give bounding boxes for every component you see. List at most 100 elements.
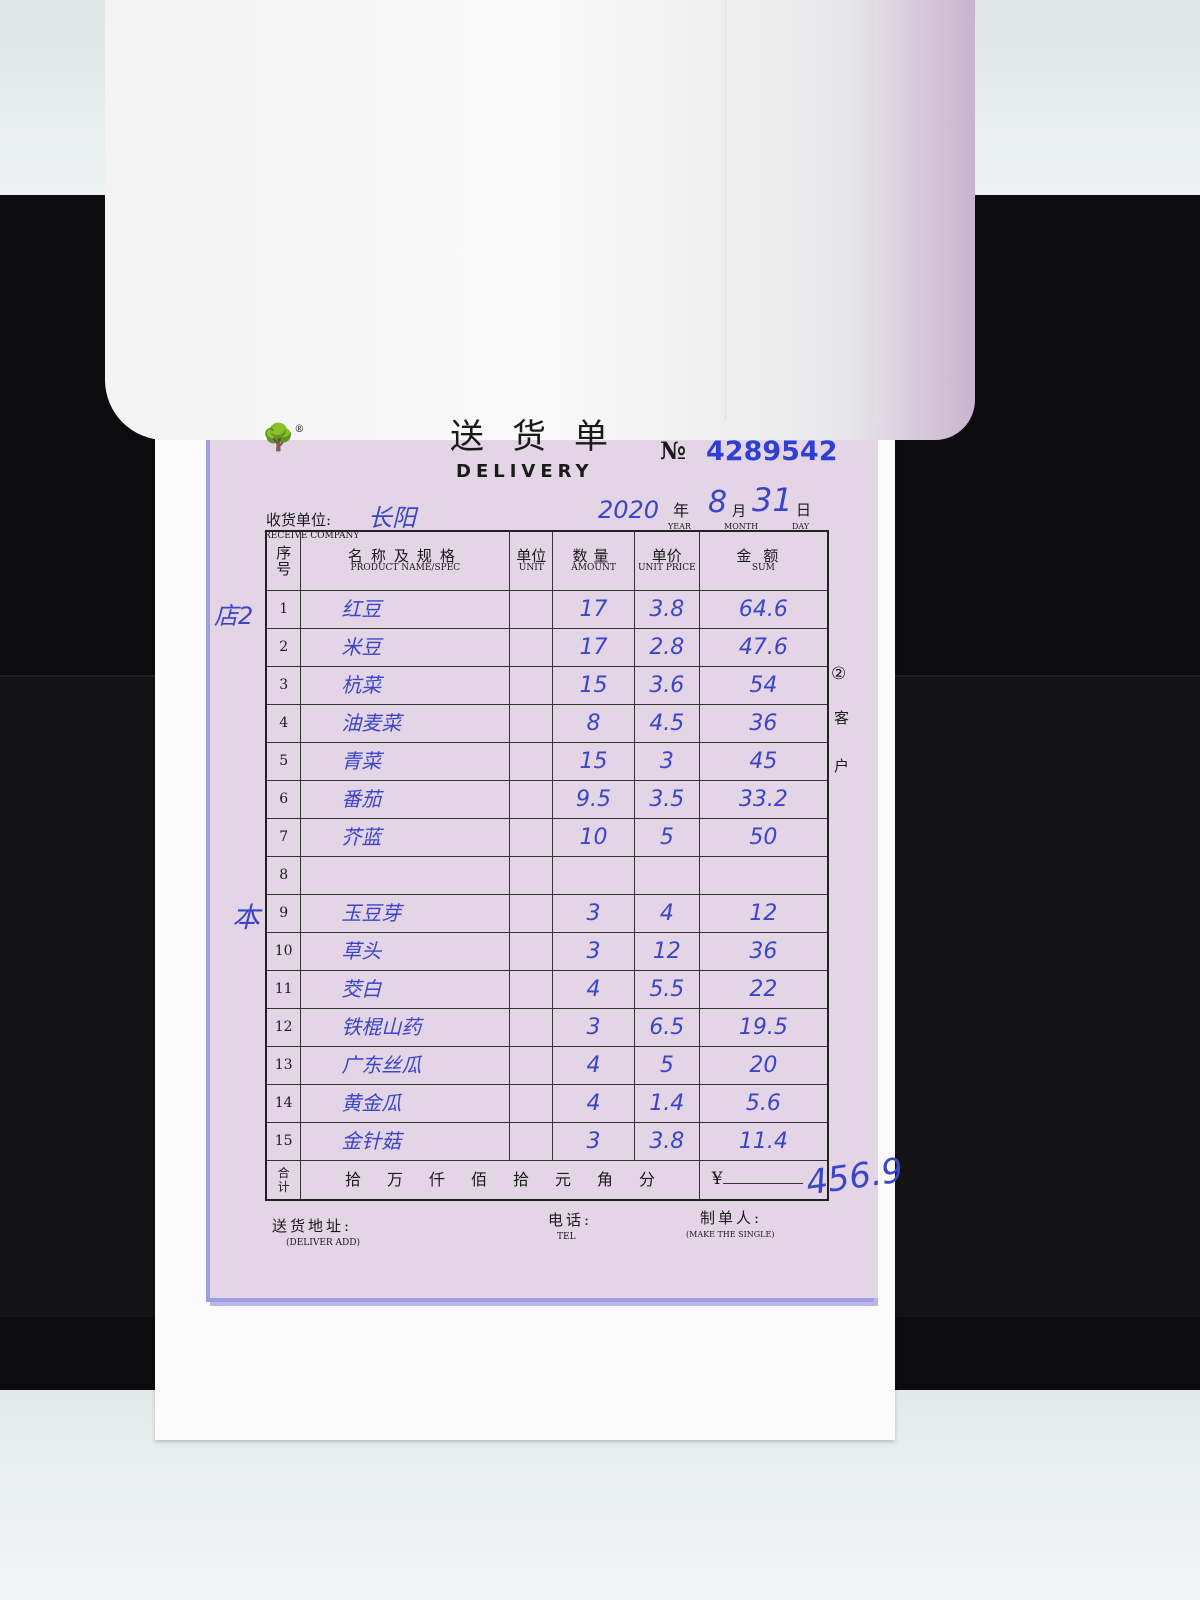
amount-cell: 8 xyxy=(552,704,635,743)
row-number: 5 xyxy=(265,742,302,781)
deliver-address-label: 送货地址: xyxy=(272,1217,353,1235)
capital-unit-label: 角 xyxy=(597,1169,614,1189)
product-name xyxy=(300,856,511,895)
unit-price-cell: 4.5 xyxy=(633,704,700,743)
day-value: 31 xyxy=(752,481,793,519)
day-label-en: DAY xyxy=(792,522,810,531)
brand-logo-icon: 🌳® xyxy=(262,423,305,453)
table-header-row: 序号 名称及规格 PRODUCT NAME/SPEC 单位 UNIT 数量 AMOUN… xyxy=(265,530,829,591)
row-number: 3 xyxy=(265,666,302,705)
copy-label-1: 客 xyxy=(834,709,850,727)
sum-cell: 20 xyxy=(698,1046,829,1085)
unit-cell xyxy=(509,666,554,705)
table-row: 11 茭白 4 5.5 22 xyxy=(265,970,829,1009)
product-name: 油麦菜 xyxy=(300,704,511,743)
table-row: 13 广东丝瓜 4 5 20 xyxy=(265,1046,829,1085)
unit-cell xyxy=(509,1046,554,1085)
unit-cell xyxy=(509,970,554,1009)
table-row: 12 铁棍山药 3 6.5 19.5 xyxy=(265,1008,829,1047)
product-name: 茭白 xyxy=(300,970,511,1009)
amount-cell: 3 xyxy=(552,894,635,933)
table-row: 9 玉豆芽 3 4 12 xyxy=(265,894,829,933)
unit-cell xyxy=(509,1084,554,1123)
sum-cell: 12 xyxy=(698,894,829,933)
month-label-en: MONTH xyxy=(724,522,759,531)
maker-label: 制单人: xyxy=(700,1209,763,1227)
sum-cell: 5.6 xyxy=(698,1084,829,1123)
row-number: 13 xyxy=(265,1046,302,1085)
unit-price-cell: 3.8 xyxy=(633,1122,700,1161)
sum-cell: 11.4 xyxy=(698,1122,829,1161)
month-label: 月 xyxy=(732,504,746,520)
sum-cell: 36 xyxy=(698,704,829,743)
unit-cell xyxy=(509,742,554,781)
amount-cell xyxy=(552,856,635,895)
unit-price-cell xyxy=(633,856,700,895)
amount-cell: 9.5 xyxy=(552,780,635,819)
unit-price-cell: 5 xyxy=(633,818,700,857)
unit-price-cell: 6.5 xyxy=(633,1008,700,1047)
sum-cell: 33.2 xyxy=(698,780,829,819)
year-label-en: YEAR xyxy=(668,522,691,531)
product-name: 广东丝瓜 xyxy=(300,1046,511,1085)
unit-cell xyxy=(509,780,554,819)
product-name: 金针菇 xyxy=(300,1122,511,1161)
unit-price-cell: 5 xyxy=(633,1046,700,1085)
unit-cell xyxy=(509,590,554,629)
amount-cell: 3 xyxy=(552,932,635,971)
year-value: 2020 xyxy=(598,496,660,524)
unit-price-cell: 12 xyxy=(633,932,700,971)
product-name: 米豆 xyxy=(300,628,511,667)
row-number: 10 xyxy=(265,932,302,971)
row-number: 4 xyxy=(265,704,302,743)
amount-cell: 3 xyxy=(552,1122,635,1161)
unit-cell xyxy=(509,856,554,895)
col-header-name: 名称及规格 PRODUCT NAME/SPEC xyxy=(300,530,511,591)
amount-cell: 4 xyxy=(552,1046,635,1085)
table-row: 7 芥蓝 10 5 50 xyxy=(265,818,829,857)
capital-unit-label: 拾 xyxy=(345,1169,362,1189)
receive-company-value: 长阳 xyxy=(368,504,416,532)
table-row: 14 黄金瓜 4 1.4 5.6 xyxy=(265,1084,829,1123)
total-amount-cell: ¥ xyxy=(698,1160,829,1201)
amount-cell: 17 xyxy=(552,590,635,629)
sum-cell: 54 xyxy=(698,666,829,705)
product-name: 青菜 xyxy=(300,742,511,781)
unit-price-cell: 3.5 xyxy=(633,780,700,819)
unit-price-cell: 1.4 xyxy=(633,1084,700,1123)
sum-cell: 50 xyxy=(698,818,829,857)
row-number: 9 xyxy=(265,894,302,933)
amount-cell: 17 xyxy=(552,628,635,667)
table-row: 1 红豆 17 3.8 64.6 xyxy=(265,590,829,629)
unit-price-cell: 5.5 xyxy=(633,970,700,1009)
row-number: 7 xyxy=(265,818,302,857)
day-label: 日 xyxy=(796,501,812,519)
row-number: 11 xyxy=(265,970,302,1009)
sum-cell: 64.6 xyxy=(698,590,829,629)
unit-price-cell: 4 xyxy=(633,894,700,933)
row-number: 8 xyxy=(265,856,302,895)
sum-cell: 47.6 xyxy=(698,628,829,667)
flipped-top-page xyxy=(105,0,975,440)
product-name: 草头 xyxy=(300,932,511,971)
capital-unit-label: 万 xyxy=(387,1169,404,1189)
table-row: 3 杭菜 15 3.6 54 xyxy=(265,666,829,705)
col-header-amount: 数量 AMOUNT xyxy=(552,530,635,591)
tel-label-en: TEL xyxy=(557,1232,576,1242)
table-row: 15 金针菇 3 3.8 11.4 xyxy=(265,1122,829,1161)
product-name: 杭菜 xyxy=(300,666,511,705)
unit-price-cell: 3 xyxy=(633,742,700,781)
year-label: 年 xyxy=(673,501,690,520)
product-name: 玉豆芽 xyxy=(300,894,511,933)
amount-cell: 4 xyxy=(552,970,635,1009)
maker-label-en: (MAKE THE SINGLE) xyxy=(686,1230,775,1239)
sum-cell: 36 xyxy=(698,932,829,971)
capital-unit-label: 拾 xyxy=(513,1169,530,1189)
copy-label-2: 户 xyxy=(834,757,850,775)
table-row: 4 油麦菜 8 4.5 36 xyxy=(265,704,829,743)
table-row: 10 草头 3 12 36 xyxy=(265,932,829,971)
product-name: 黄金瓜 xyxy=(300,1084,511,1123)
unit-cell xyxy=(509,818,554,857)
amount-cell: 15 xyxy=(552,742,635,781)
table-row: 6 番茄 9.5 3.5 33.2 xyxy=(265,780,829,819)
